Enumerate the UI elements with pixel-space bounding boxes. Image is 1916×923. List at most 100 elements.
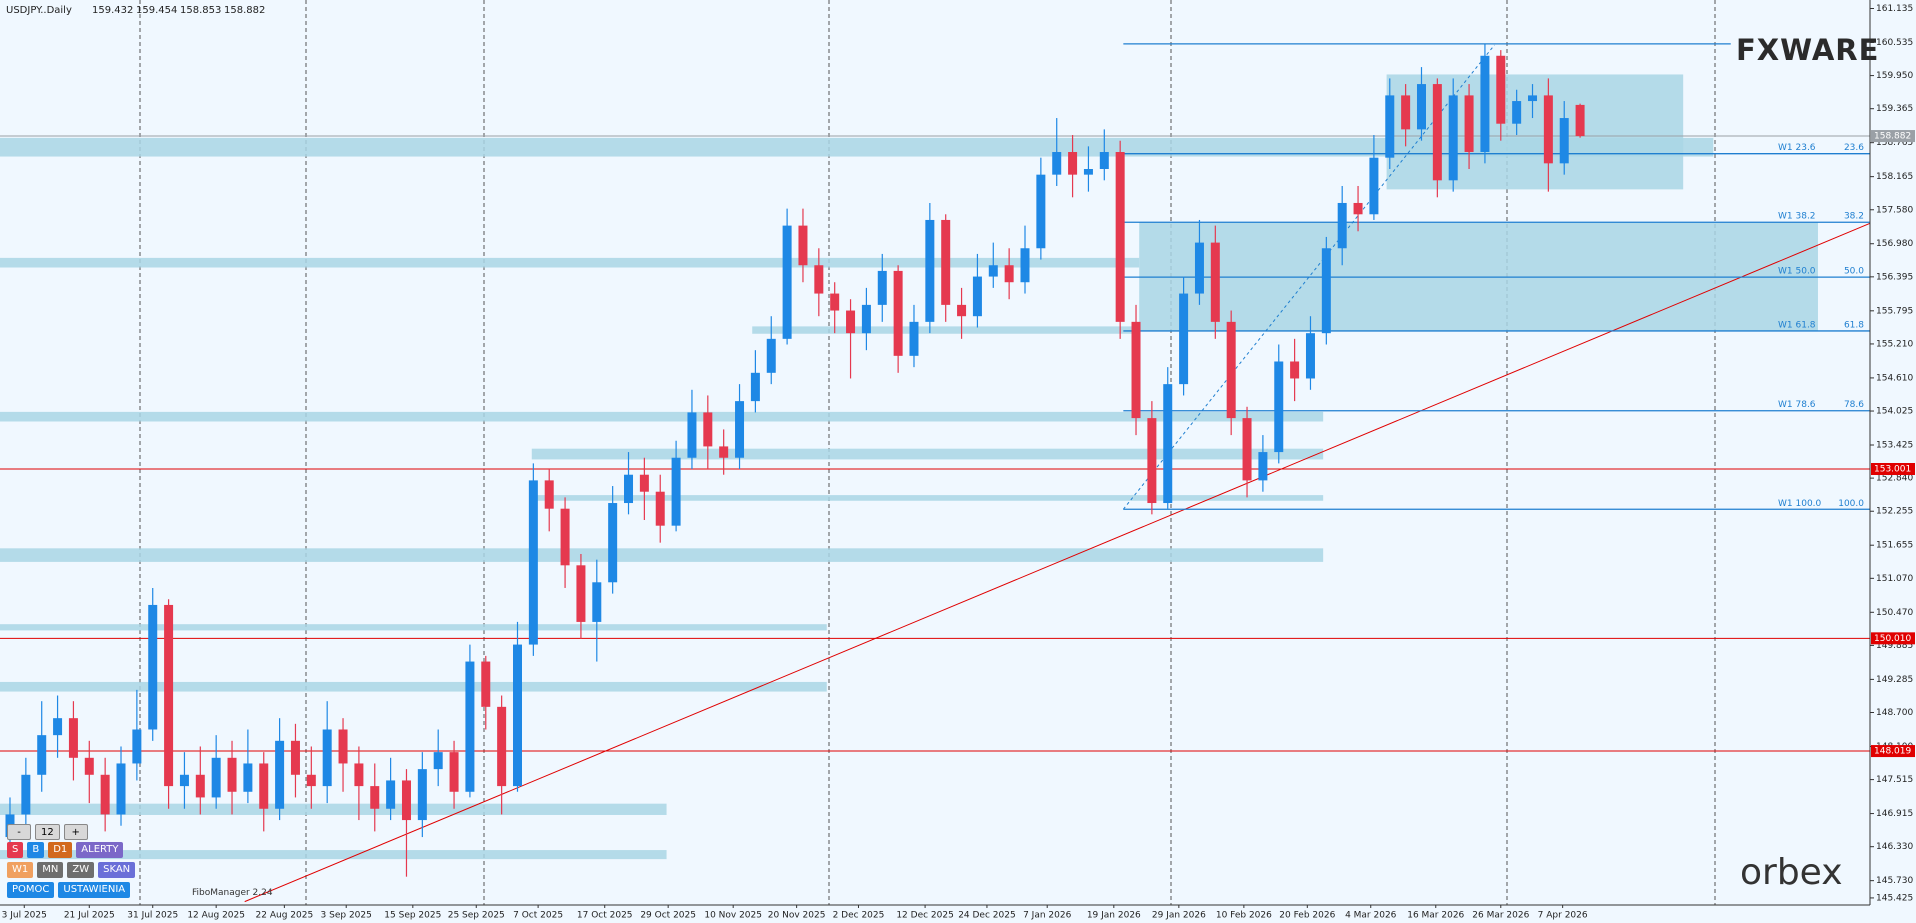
button[interactable]: B bbox=[27, 842, 45, 858]
y-tick-label: 149.285 bbox=[1876, 675, 1913, 685]
zone bbox=[0, 681, 827, 692]
candle-body bbox=[1004, 265, 1014, 283]
candle-body bbox=[512, 644, 522, 787]
candle-body bbox=[21, 774, 31, 815]
x-tick-label: 24 Dec 2025 bbox=[958, 911, 1016, 921]
price-tag bbox=[1871, 463, 1915, 476]
y-tick-label: 145.425 bbox=[1876, 893, 1913, 903]
fib-name: W1 23.6 bbox=[1778, 143, 1816, 153]
zone bbox=[0, 411, 1324, 422]
candle-body bbox=[386, 780, 396, 809]
candle-body bbox=[814, 265, 824, 294]
y-tick-label: 148.700 bbox=[1876, 708, 1913, 718]
y-tick-label: 154.610 bbox=[1876, 373, 1913, 383]
candle-body bbox=[1131, 321, 1141, 419]
x-tick-label: 29 Jan 2026 bbox=[1152, 911, 1206, 921]
header-high: 159.454 bbox=[136, 5, 177, 16]
y-tick-label: 158.165 bbox=[1876, 172, 1913, 182]
candle-body bbox=[433, 752, 443, 770]
candle-body bbox=[243, 763, 253, 792]
y-tick-label: 158.765 bbox=[1876, 138, 1913, 148]
candle-body bbox=[401, 780, 411, 821]
candle-body bbox=[1575, 104, 1585, 137]
candle-body bbox=[84, 757, 94, 775]
candle-body bbox=[1432, 84, 1442, 181]
candle-body bbox=[1496, 55, 1506, 124]
header-open: 159.432 bbox=[92, 5, 133, 16]
candle-body bbox=[877, 270, 887, 305]
y-tick-label: 154.025 bbox=[1876, 407, 1913, 417]
candle-body bbox=[1416, 84, 1426, 130]
button-row: S B D1 ALERTY bbox=[7, 842, 124, 858]
y-tick-label: 146.915 bbox=[1876, 809, 1913, 819]
candle-body bbox=[1099, 152, 1109, 169]
price-tag-label: 150.010 bbox=[1874, 634, 1911, 644]
candle-body bbox=[1480, 55, 1490, 153]
y-tick-label: 159.365 bbox=[1876, 104, 1913, 114]
button[interactable]: + bbox=[63, 824, 88, 840]
button[interactable]: - bbox=[7, 824, 31, 840]
fib-name: W1 100.0 bbox=[1778, 499, 1822, 509]
brand-logo: FXWARE bbox=[1736, 33, 1880, 67]
zone bbox=[531, 448, 1324, 460]
x-tick-label: 3 Sep 2025 bbox=[321, 911, 372, 921]
candle-body bbox=[290, 740, 300, 775]
y-tick-label: 146.330 bbox=[1876, 842, 1913, 852]
candle-body bbox=[830, 293, 840, 311]
y-tick-label: 152.840 bbox=[1876, 474, 1913, 484]
candle-body bbox=[766, 338, 776, 373]
y-tick-label: 152.255 bbox=[1876, 507, 1913, 517]
x-tick-label: 29 Oct 2025 bbox=[640, 911, 696, 921]
candle-body bbox=[909, 321, 919, 356]
candle-body bbox=[750, 372, 760, 402]
y-tick-label: 153.425 bbox=[1876, 440, 1913, 450]
button[interactable]: POMOC bbox=[7, 882, 55, 898]
candle-body bbox=[1210, 242, 1220, 322]
header-close: 158.882 bbox=[224, 5, 265, 16]
button[interactable]: USTAWIENIA bbox=[58, 882, 131, 898]
candle-body bbox=[1274, 361, 1284, 453]
candle-body bbox=[1369, 157, 1379, 215]
candle-body bbox=[116, 763, 126, 815]
candle-body bbox=[53, 718, 63, 736]
button[interactable]: D1 bbox=[48, 842, 73, 858]
x-tick-label: 25 Sep 2025 bbox=[448, 911, 505, 921]
x-tick-label: 10 Nov 2025 bbox=[704, 911, 762, 921]
fib-level-label: 78.6 bbox=[1844, 400, 1864, 410]
candle-body bbox=[100, 774, 110, 815]
button[interactable]: 12 bbox=[35, 824, 60, 840]
candle-body bbox=[703, 412, 713, 447]
button[interactable]: W1 bbox=[7, 862, 34, 878]
x-tick-label: 3 Jul 2025 bbox=[2, 911, 47, 921]
button[interactable]: ZW bbox=[67, 862, 95, 878]
button[interactable]: SKAN bbox=[98, 862, 136, 878]
candle-body bbox=[893, 270, 903, 356]
candle-body bbox=[497, 706, 507, 787]
candle-body bbox=[735, 401, 745, 458]
y-tick-label: 155.210 bbox=[1876, 339, 1913, 349]
x-tick-label: 12 Dec 2025 bbox=[896, 911, 954, 921]
button[interactable]: ALERTY bbox=[76, 842, 124, 858]
price-tag-label: 148.019 bbox=[1874, 747, 1911, 757]
x-tick-label: 15 Sep 2025 bbox=[384, 911, 441, 921]
candle-body bbox=[846, 310, 856, 334]
price-tag-label: 158.882 bbox=[1874, 132, 1911, 142]
y-tick-label: 147.515 bbox=[1876, 775, 1913, 785]
candle-body bbox=[798, 225, 808, 266]
button[interactable]: S bbox=[7, 842, 24, 858]
candle-body bbox=[259, 763, 269, 809]
price-tag bbox=[1871, 130, 1915, 143]
candle-body bbox=[370, 786, 380, 809]
candle-body bbox=[354, 763, 364, 787]
button[interactable]: MN bbox=[37, 862, 64, 878]
header-low: 158.853 bbox=[180, 5, 221, 16]
candle-body bbox=[1052, 152, 1062, 175]
candle-body bbox=[925, 219, 935, 322]
candle-body bbox=[1163, 384, 1173, 504]
candle-body bbox=[1068, 152, 1078, 175]
candle-body bbox=[671, 457, 681, 526]
zone bbox=[0, 137, 1714, 157]
zone bbox=[0, 803, 667, 815]
fib-name: W1 38.2 bbox=[1778, 212, 1816, 222]
y-tick-label: 160.535 bbox=[1876, 38, 1913, 48]
